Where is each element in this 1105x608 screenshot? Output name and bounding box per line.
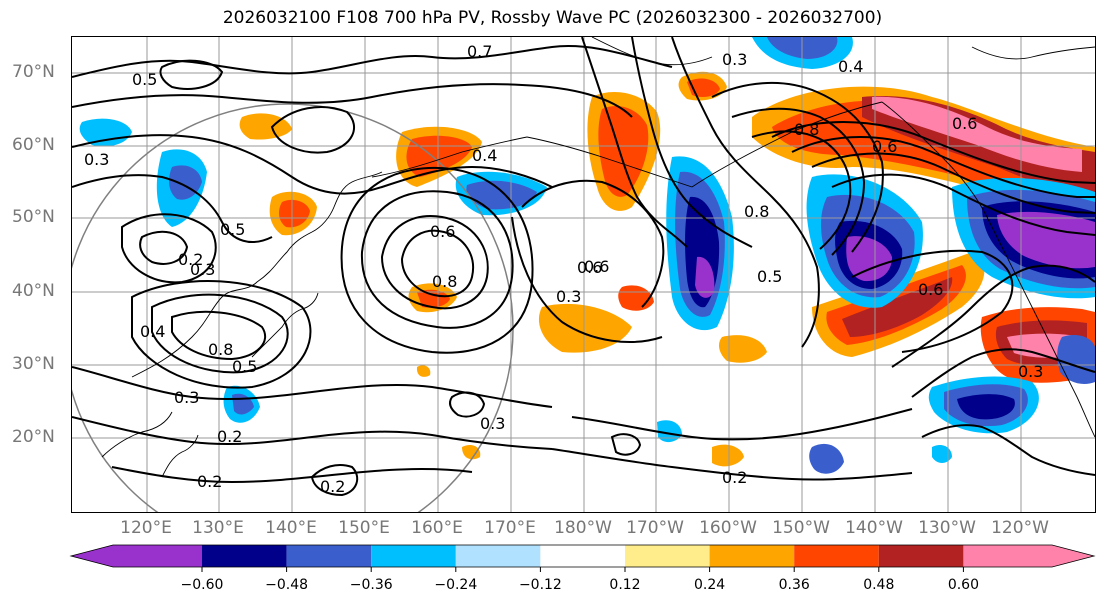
contour-label: 0.4: [838, 57, 863, 76]
lon-label-150e: 150°E: [338, 518, 390, 538]
map-canvas: 0.7 0.4 0.3 0.8 0.5 0.6 0.3 0.4 0.8 0.6 …: [72, 37, 1095, 512]
pv-contours: [72, 37, 1095, 497]
colorbar-tick-label: −0.12: [519, 577, 562, 593]
colorbar-cell: [202, 545, 287, 567]
colorbar-cell: [455, 545, 541, 567]
contour-label: 0.3: [84, 150, 109, 169]
lon-label-150w: 150°W: [772, 518, 830, 538]
figure-title: 2026032100 F108 700 hPa PV, Rossby Wave …: [222, 8, 883, 28]
lat-label-40n: 40°N: [12, 281, 55, 301]
colorbar-cell: [709, 545, 795, 567]
colorbar-cell: [794, 545, 879, 567]
lon-label-170e: 170°E: [484, 518, 536, 538]
lon-label-160w: 160°W: [699, 518, 757, 538]
contour-label: 0.7: [467, 42, 492, 61]
lat-label-70n: 70°N: [12, 62, 55, 82]
lon-label-120e: 120°E: [120, 518, 172, 538]
colorbar: −0.60 −0.48 −0.36 −0.24 −0.12 0.12 0.24 0.36 0.4…: [0, 540, 1105, 604]
colorbar-cell: [625, 545, 710, 567]
lon-label-130w: 130°W: [918, 518, 976, 538]
contour-label: 0.3: [722, 50, 747, 69]
contour-label: 0.6: [918, 280, 943, 299]
contour-label: 0.2: [722, 468, 747, 487]
colorbar-extend-max: [1052, 545, 1094, 567]
colorbar-svg: −0.60 −0.48 −0.36 −0.24 −0.12 0.12 0.24 0.36 0.4…: [69, 544, 1096, 593]
lat-label-50n: 50°N: [12, 207, 55, 227]
colorbar-tick-label: −0.60: [181, 577, 224, 593]
colorbar-cell: [878, 545, 964, 567]
pc-shading: [79, 37, 1095, 474]
colorbar-tick-label: 0.36: [779, 577, 810, 593]
contour-label: 0.6: [584, 257, 609, 276]
colorbar-cell: [371, 545, 456, 567]
contour-label: 0.8: [432, 272, 457, 291]
lon-label-120w: 120°W: [991, 518, 1049, 538]
lon-label-140e: 140°E: [265, 518, 317, 538]
colorbar-cell: [286, 545, 372, 567]
contour-label: 0.3: [556, 287, 581, 306]
colorbar-tick-label: −0.24: [434, 577, 477, 593]
contour-label: 0.6: [430, 222, 455, 241]
contour-label: 0.2: [320, 477, 345, 496]
contour-label: 0.3: [190, 260, 215, 279]
contour-label: 0.3: [480, 414, 505, 433]
colorbar-cell: [963, 545, 1052, 567]
contour-label: 0.6: [952, 114, 977, 133]
lon-label-170w: 170°W: [626, 518, 684, 538]
contour-label: 0.4: [472, 146, 497, 165]
contour-label: 0.8: [744, 202, 769, 221]
colorbar-cells: [69, 544, 1096, 568]
colorbar-cell: [113, 545, 202, 567]
colorbar-tick-label: 0.60: [948, 577, 979, 593]
lon-label-130e: 130°E: [192, 518, 244, 538]
contour-label: 0.4: [140, 322, 165, 341]
map-panel: 0.7 0.4 0.3 0.8 0.5 0.6 0.3 0.4 0.8 0.6 …: [71, 36, 1096, 513]
colorbar-tick-label: 0.48: [863, 577, 894, 593]
colorbar-extend-min: [71, 545, 113, 567]
contour-label: 0.5: [232, 357, 257, 376]
contour-label: 0.5: [220, 220, 245, 239]
contour-label: 0.6: [872, 137, 897, 156]
contour-label: 0.8: [794, 120, 819, 139]
lat-label-30n: 30°N: [12, 354, 55, 374]
colorbar-tick-label: −0.48: [265, 577, 308, 593]
colorbar-tick-label: −0.36: [350, 577, 393, 593]
lat-label-60n: 60°N: [12, 135, 55, 155]
colorbar-cell: [540, 545, 625, 567]
contour-label: 0.2: [217, 427, 242, 446]
contour-label: 0.3: [174, 388, 199, 407]
contour-label: 0.2: [197, 472, 222, 491]
lat-label-20n: 20°N: [12, 427, 55, 447]
colorbar-outline: [69, 544, 1096, 568]
contour-label: 0.5: [757, 267, 782, 286]
lon-label-180w: 180°W: [554, 518, 612, 538]
graticule: [72, 37, 1095, 512]
contour-label: 0.5: [132, 70, 157, 89]
lon-label-160e: 160°E: [411, 518, 463, 538]
contour-label: 0.2: [178, 250, 203, 269]
colorbar-tick-label: 0.12: [609, 577, 640, 593]
contour-label: 0.6: [577, 258, 602, 277]
colorbar-ticks: −0.60 −0.48 −0.36 −0.24 −0.12 0.12 0.24 0.36 0.4…: [181, 567, 979, 593]
contour-labels: 0.7 0.4 0.3 0.8 0.5 0.6 0.3 0.4 0.8 0.6 …: [84, 42, 1043, 496]
colorbar-tick-label: 0.24: [694, 577, 725, 593]
contour-label: 0.8: [208, 340, 233, 359]
contour-label: 0.3: [1018, 362, 1043, 381]
lon-label-140w: 140°W: [845, 518, 903, 538]
